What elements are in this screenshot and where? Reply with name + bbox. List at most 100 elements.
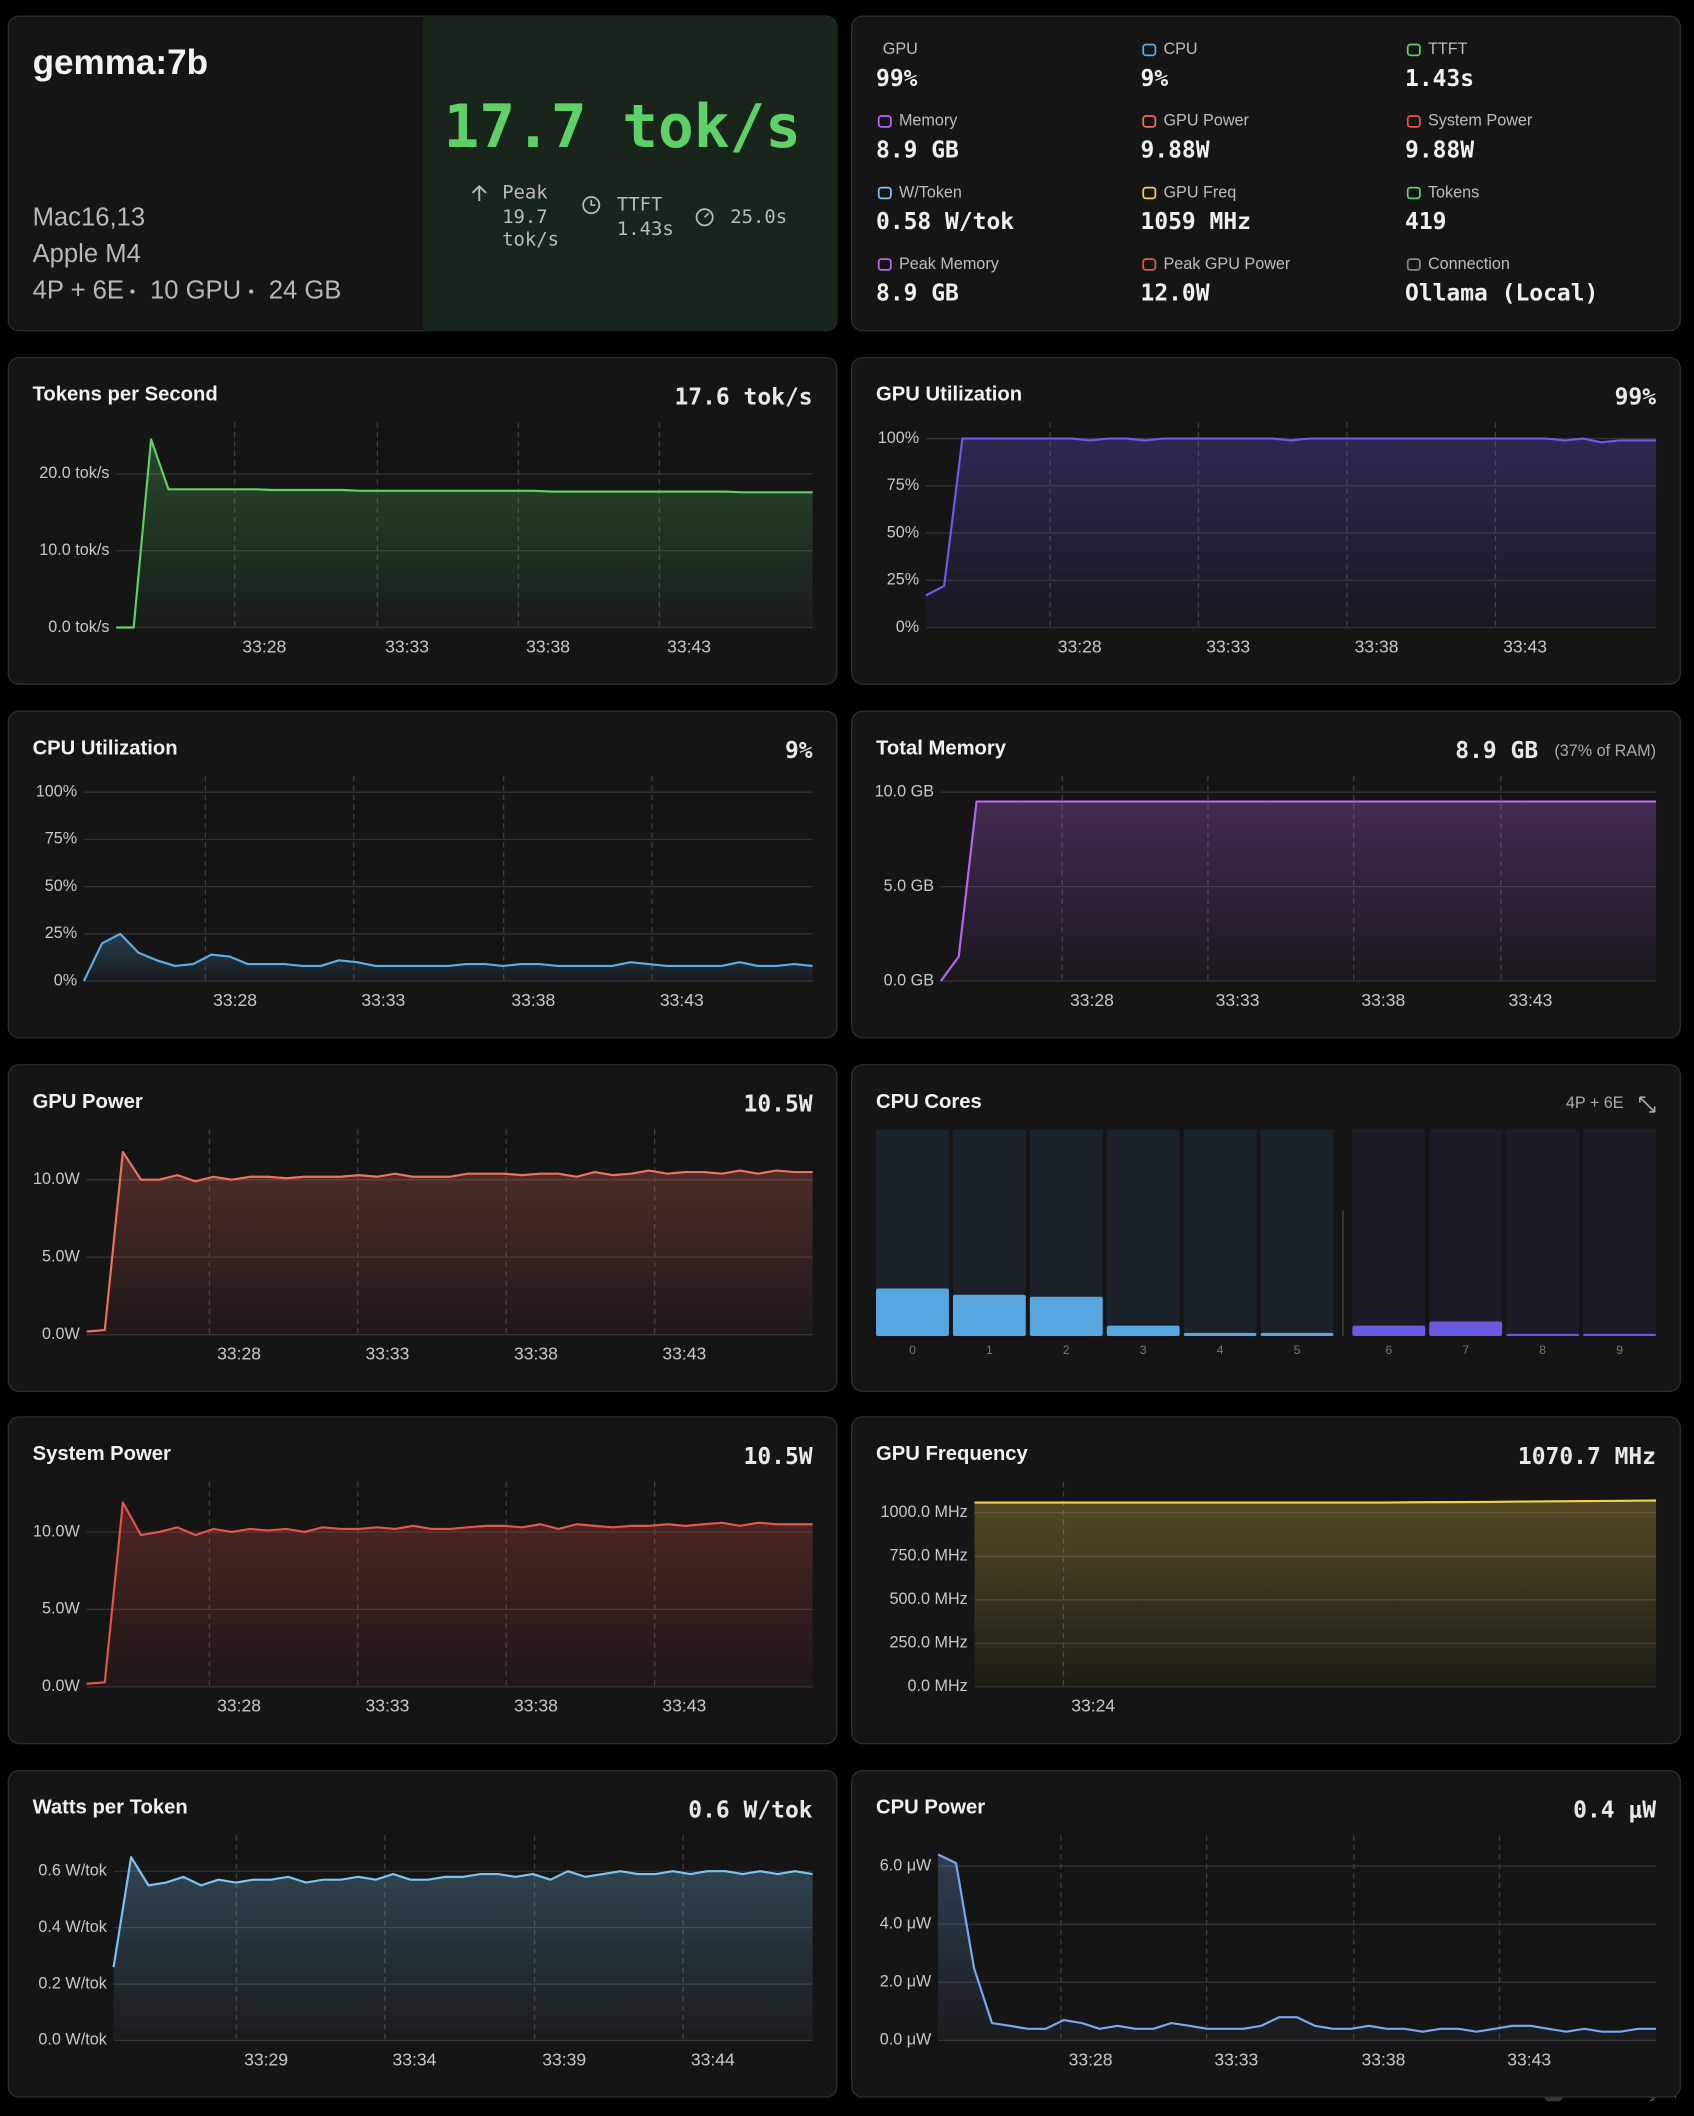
chart-title: GPU Frequency — [876, 1443, 1029, 1465]
stat-label: GPU — [883, 40, 918, 58]
area — [113, 1857, 813, 2041]
stat-label: GPU Power — [1163, 112, 1249, 130]
x-tick-label: 3 — [1140, 1343, 1147, 1357]
y-tick-label: 10.0 GB — [875, 782, 934, 800]
core-track — [1260, 1129, 1334, 1336]
stat-icon — [1406, 115, 1421, 128]
chart-title: Watts per Token — [33, 1797, 188, 1819]
x-tick-label: 7 — [1462, 1343, 1469, 1357]
y-tick-label: 5.0W — [42, 1600, 81, 1618]
separator — [249, 289, 254, 294]
stat-value: 9.88W — [1405, 138, 1474, 164]
x-tick-label: 33:38 — [1355, 636, 1399, 656]
line — [939, 800, 1657, 982]
ttft-icon — [590, 199, 596, 206]
x-tick-label: 9 — [1616, 1343, 1623, 1357]
chart-title: CPU Cores — [876, 1091, 982, 1113]
x-tick-label: 33:43 — [1507, 2049, 1551, 2069]
y-tick-label: 0% — [896, 618, 919, 636]
current-value: 10.5W — [744, 1092, 813, 1118]
y-tick-label: 25% — [887, 571, 919, 589]
line — [974, 1499, 1657, 1504]
stat-value: 8.9 GB — [876, 281, 959, 307]
stat-icon — [1142, 115, 1157, 128]
bar — [1106, 1325, 1180, 1336]
stat-label: CPU — [1163, 40, 1197, 58]
x-tick-label: 33:24 — [1071, 1696, 1115, 1716]
ttft-label: TTFT — [617, 194, 662, 216]
y-tick-label: 50% — [887, 523, 919, 541]
stat-value: 0.58 W/tok — [876, 209, 1014, 235]
stat-icon — [1142, 186, 1157, 200]
y-tick-label: 5.0W — [42, 1247, 81, 1265]
stat-label: GPU Freq — [1163, 183, 1236, 201]
chart-title: Tokens per Second — [33, 384, 218, 406]
current-value: 10.5W — [744, 1444, 813, 1470]
y-tick-label: 0.0W — [42, 1677, 81, 1695]
line — [937, 1853, 1657, 2033]
model-name: gemma:7b — [33, 43, 208, 82]
stat-value: 1059 MHz — [1141, 209, 1251, 235]
current-value: 8.9 GB — [1455, 738, 1538, 764]
current-value: 0.4 μW — [1573, 1798, 1656, 1824]
stat-value: 419 — [1405, 209, 1446, 235]
subtitle: 4P + 6E — [1566, 1094, 1624, 1112]
stat-icon — [877, 186, 892, 200]
bar — [1029, 1296, 1103, 1336]
y-tick-label: 0.4 W/tok — [38, 1918, 107, 1936]
bar — [1352, 1325, 1426, 1336]
x-tick-label: 33:38 — [1361, 990, 1405, 1010]
x-tick-label: 33:43 — [662, 1696, 706, 1716]
x-tick-label: 33:33 — [1206, 636, 1250, 656]
x-tick-label: 33:28 — [213, 990, 257, 1010]
y-tick-label: 0.0 μW — [880, 2031, 932, 2049]
rate-panel — [422, 16, 837, 331]
chart-title: GPU Utilization — [876, 384, 1022, 406]
y-tick-label: 0.0 MHz — [907, 1677, 967, 1695]
x-tick-label: 33:44 — [691, 2049, 735, 2069]
ttft-value: 1.43s — [617, 218, 674, 240]
stat-icon — [1406, 43, 1421, 57]
peak-icon — [471, 184, 487, 202]
x-tick-label: 33:39 — [542, 2049, 586, 2069]
area — [83, 933, 813, 982]
area — [974, 1500, 1657, 1687]
bar — [876, 1288, 949, 1336]
timer-icon — [695, 208, 714, 227]
x-tick-label: 5 — [1294, 1343, 1301, 1357]
x-tick-label: 33:38 — [514, 1344, 558, 1364]
stat-value: 8.9 GB — [876, 138, 959, 164]
stat-icon — [1406, 258, 1421, 271]
core-track — [1352, 1129, 1426, 1336]
x-tick-label: 33:28 — [1069, 2049, 1113, 2069]
stats-panel — [851, 15, 1681, 332]
x-tick-label: 33:43 — [660, 990, 704, 1010]
stat-value: 9.88W — [1141, 138, 1210, 164]
stat-label: W/Token — [899, 183, 962, 201]
area — [940, 801, 1657, 982]
ttft-icon — [582, 196, 601, 215]
x-tick-label: 4 — [1217, 1343, 1224, 1357]
y-tick-label: 20.0 tok/s — [39, 464, 109, 482]
core-track — [1106, 1129, 1180, 1336]
machine: Mac16,13 — [33, 203, 146, 231]
x-tick-label: 33:28 — [217, 1696, 261, 1716]
spec: 24 GB — [269, 276, 342, 304]
stat-label: Peak Memory — [899, 255, 1000, 273]
area — [86, 1151, 813, 1335]
peak-label: Peak — [502, 181, 548, 203]
core-track — [1506, 1129, 1580, 1336]
chart-title: System Power — [33, 1443, 171, 1465]
separator — [130, 289, 135, 294]
y-tick-label: 0% — [54, 971, 77, 989]
area — [86, 1502, 813, 1687]
x-tick-label: 33:43 — [1503, 636, 1547, 656]
bar — [1260, 1332, 1334, 1336]
y-tick-label: 100% — [878, 429, 919, 447]
stat-icon — [877, 258, 892, 271]
x-tick-label: 6 — [1385, 1343, 1392, 1357]
y-tick-label: 10.0 tok/s — [39, 541, 109, 559]
x-tick-label: 33:28 — [217, 1344, 261, 1364]
x-tick-label: 33:33 — [365, 1344, 409, 1364]
